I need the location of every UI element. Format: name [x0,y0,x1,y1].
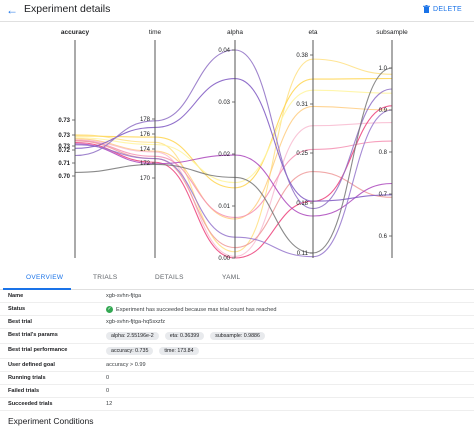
axis-title-eta[interactable]: eta [308,29,317,36]
tick-label: 0.18 [296,201,308,207]
experiment-details-table: Name xgb-svhn-fjtga Status ✓ Experiment … [0,290,474,411]
tick-label: 0.73 [58,118,70,124]
tab-trials[interactable]: TRIALS [93,274,118,281]
detail-key: Failed trials [8,388,40,394]
detail-value: accuracy > 0.99 [106,362,146,368]
chart-svg: accuracy0.730.730.730.720.710.70time1781… [58,29,408,262]
tick-label: 0.11 [297,251,309,257]
trial-line[interactable] [74,89,393,184]
tab-bar: OVERVIEW TRIALS DETAILS YAML [0,268,474,290]
detail-value: 0 [106,375,110,381]
detail-key: Status [8,306,26,312]
tick-label: 0.25 [296,151,308,157]
metric-chip-accuracy: accuracy: 0.735 [106,347,154,355]
detail-value: 12 [106,401,113,407]
trial-line[interactable] [74,109,393,258]
check-circle-icon: ✓ [106,306,113,313]
back-arrow-icon[interactable]: ← [6,3,18,17]
trial-line[interactable] [74,67,393,254]
performance-chips: accuracy: 0.735 time: 173.84 [106,347,202,355]
detail-row-params: Best trial's params alpha: 2.55196e-2 et… [0,329,474,344]
tick-label: 0.8 [379,150,388,156]
detail-key: Name [8,293,24,299]
metric-chip-time: time: 173.84 [159,347,199,355]
detail-value: 0 [106,388,110,394]
axis-title-time[interactable]: time [149,29,162,36]
trial-line[interactable] [74,105,393,259]
detail-key: Best trial performance [8,347,68,353]
detail-row-failed: Failed trials 0 [0,385,474,398]
detail-row-goal: User defined goal accuracy > 0.99 [0,359,474,372]
param-chip-alpha: alpha: 2.55196e-2 [106,332,159,340]
tick-label: 176 [140,132,151,138]
tick-label: 0.01 [218,204,230,210]
detail-key: Best trial's params [8,332,58,338]
trial-line[interactable] [74,105,393,220]
detail-key: User defined goal [8,362,55,368]
detail-row-name: Name xgb-svhn-fjtga [0,290,474,303]
param-chip-eta: eta: 0.36399 [164,332,205,340]
detail-key: Succeeded trials [8,401,53,407]
tick-label: 0.71 [58,161,70,167]
axis-title-subsample[interactable]: subsample [376,29,408,36]
detail-row-running: Running trials 0 [0,372,474,385]
detail-key: Running trials [8,375,46,381]
tick-label: 0.38 [296,53,308,59]
trial-line[interactable] [74,49,393,210]
detail-value: xgb-svhn-fjtga [106,293,142,299]
tick-label: 0.9 [379,108,388,114]
params-chips: alpha: 2.55196e-2 eta: 0.36399 subsample… [106,332,268,340]
delete-label: DELETE [432,5,462,13]
tick-label: 0.72 [58,148,70,154]
tab-yaml[interactable]: YAML [222,274,241,281]
tick-label: 0.6 [379,234,388,240]
tick-label: 172 [140,161,151,167]
tick-label: 0.7 [379,192,388,198]
tick-label: 0.31 [296,102,308,108]
tick-label: 0.00 [218,256,230,262]
tick-label: 0.73 [58,133,70,139]
detail-row-status: Status ✓ Experiment has succeeded becaus… [0,303,474,316]
active-tab-indicator [3,288,71,290]
axis-title-alpha[interactable]: alpha [227,29,243,36]
delete-button[interactable]: DELETE [422,5,462,13]
detail-row-performance: Best trial performance accuracy: 0.735 t… [0,344,474,359]
tick-label: 0.73 [58,144,70,150]
tick-label: 0.03 [218,100,230,106]
detail-row-succeeded: Succeeded trials 12 [0,398,474,411]
tick-label: 0.04 [218,48,230,54]
tab-details[interactable]: DETAILS [155,274,184,281]
status-text: Experiment has succeeded because max tri… [116,306,277,313]
trash-icon [422,5,430,13]
best-trial-link[interactable]: xgb-svhn-fjtga-hq5sxzfz [106,319,166,325]
status-value: ✓ Experiment has succeeded because max t… [106,306,276,313]
tick-label: 178 [140,117,151,123]
section-title-conditions: Experiment Conditions [8,416,94,426]
tick-label: 0.02 [218,152,230,158]
tick-label: 174 [140,147,151,153]
detail-key: Best trial [8,319,32,325]
tick-label: 0.70 [58,174,70,180]
tab-overview[interactable]: OVERVIEW [26,274,64,281]
parallel-coordinates-chart[interactable]: accuracy 0.73 0.73 0.73 0.72 0.71 0.70 time 178 1… [0,22,474,267]
tick-label: 170 [140,176,151,182]
page-header: ← Experiment details DELETE [0,0,474,22]
param-chip-subsample: subsample: 0.9886 [210,332,265,340]
axis-title-accuracy[interactable]: accuracy [61,29,90,36]
page-title: Experiment details [24,3,111,15]
trial-line[interactable] [74,58,393,253]
tick-label: 1.0 [379,66,388,72]
detail-row-best-trial: Best trial xgb-svhn-fjtga-hq5sxzfz [0,316,474,329]
